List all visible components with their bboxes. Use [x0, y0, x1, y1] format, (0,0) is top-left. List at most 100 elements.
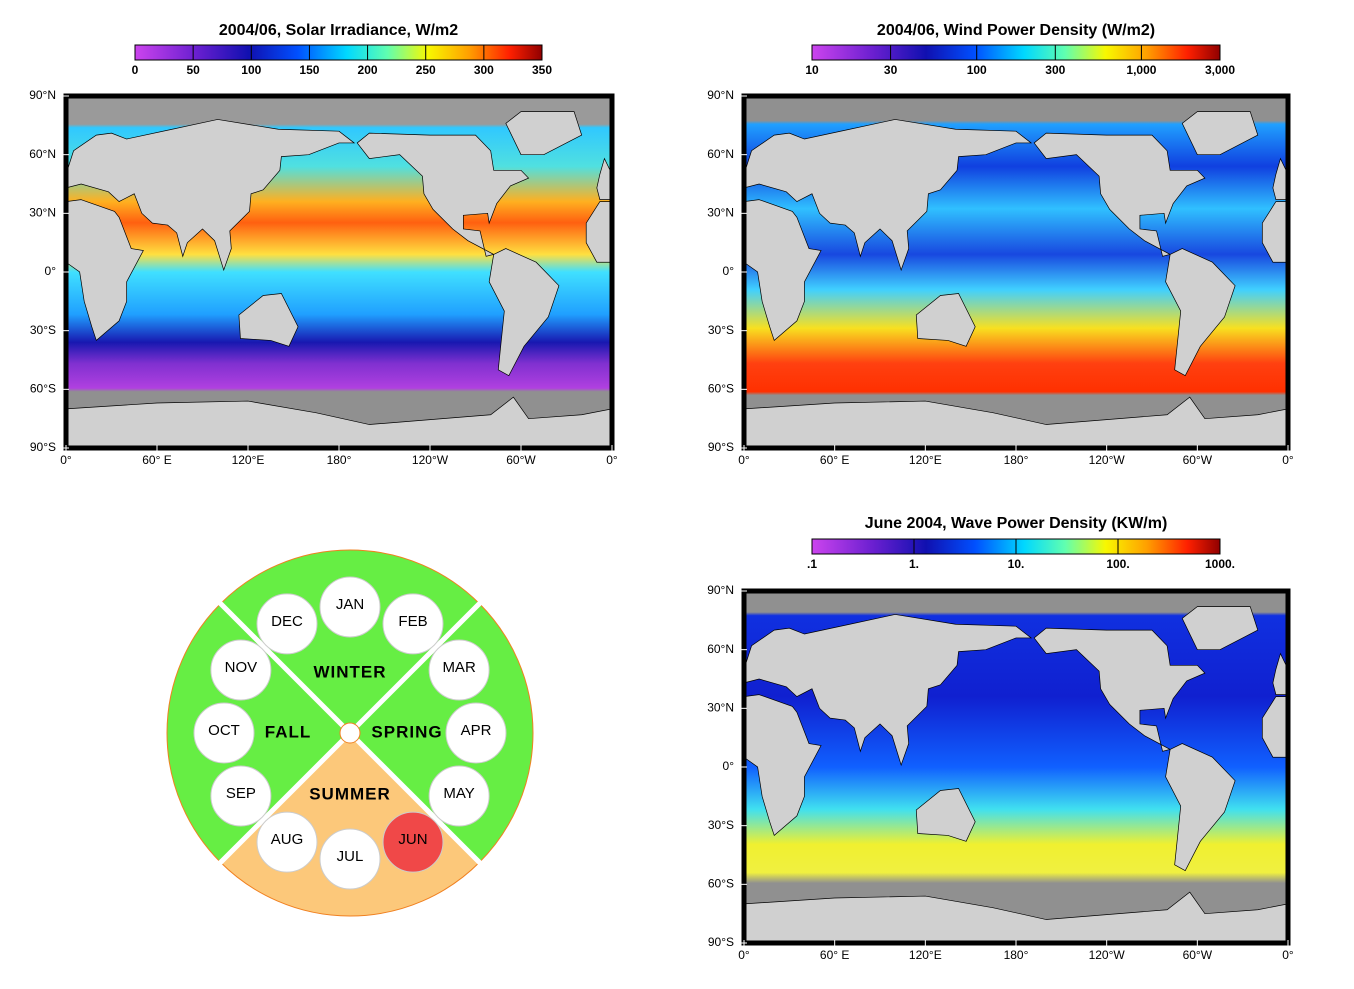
y-tick-label: 90°N [707, 88, 734, 102]
month-button [193, 702, 255, 764]
y-tick-label: 90°N [29, 88, 56, 102]
colorbar-tick-label: 10. [1008, 557, 1025, 571]
land [1165, 248, 1236, 377]
land [1272, 157, 1288, 200]
x-tick-label: 60°W [1183, 948, 1213, 962]
land [744, 614, 1033, 767]
y-tick-label: 30°N [707, 206, 734, 220]
y-tick-label: 60°S [708, 382, 734, 396]
y-tick-label: 60°N [707, 642, 734, 656]
land [1272, 652, 1288, 695]
x-tick-label: 60° E [820, 948, 849, 962]
land [356, 132, 530, 257]
land [744, 891, 1288, 943]
land [744, 396, 1288, 448]
x-tick-label: 120°W [1089, 453, 1126, 467]
x-tick-label: 0° [606, 453, 618, 467]
month-button [445, 702, 507, 764]
map-title: 2004/06, Wind Power Density (W/m2) [877, 22, 1155, 39]
colorbar-tick-label: 250 [416, 63, 436, 77]
y-tick-label: 30°S [30, 323, 56, 337]
y-tick-label: 0° [723, 759, 735, 773]
x-tick-label: 120°W [412, 453, 449, 467]
land [66, 119, 356, 272]
month-label: JUL [337, 848, 364, 865]
x-tick-label: 0° [738, 948, 750, 962]
land [1181, 111, 1259, 156]
month-label: SEP [226, 785, 256, 802]
land [488, 248, 560, 377]
month-label: MAR [442, 659, 476, 676]
land [744, 694, 822, 837]
season-label: FALL [265, 722, 312, 741]
x-tick-label: 120°E [232, 453, 265, 467]
x-tick-label: 60° E [820, 453, 849, 467]
month-button [428, 639, 490, 701]
land [1033, 627, 1206, 752]
map-body [66, 96, 612, 448]
y-tick-label: 30°S [708, 323, 734, 337]
month-button [256, 811, 318, 873]
season-label: SPRING [371, 722, 442, 741]
map-body [744, 96, 1288, 448]
month-label: JUN [398, 831, 427, 848]
month-button [256, 593, 318, 655]
y-tick-label: 30°N [29, 206, 56, 220]
colorbar-tick-label: 350 [532, 63, 552, 77]
colorbar-tick-label: 30 [884, 63, 898, 77]
colorbar-tick-label: 100. [1106, 557, 1129, 571]
colorbar-tick-label: 0 [132, 63, 139, 77]
colorbar-tick-label: .1 [807, 557, 817, 571]
season-label: SUMMER [309, 784, 391, 803]
month-label: AUG [271, 831, 304, 848]
y-tick-label: 90°S [708, 440, 734, 454]
month-label: NOV [225, 659, 258, 676]
x-tick-label: 120°W [1089, 948, 1126, 962]
colorbar-tick-label: 50 [186, 63, 200, 77]
month-label: JAN [336, 596, 364, 613]
month-button [210, 765, 272, 827]
y-tick-label: 30°S [708, 818, 734, 832]
colorbar-tick-label: 200 [358, 63, 378, 77]
land [744, 119, 1033, 272]
y-tick-label: 60°S [708, 877, 734, 891]
x-tick-label: 60°W [1183, 453, 1213, 467]
map-body [744, 591, 1288, 943]
x-tick-label: 60°W [506, 453, 536, 467]
y-tick-label: 90°S [30, 440, 56, 454]
land [1181, 606, 1259, 651]
y-tick-label: 0° [723, 264, 735, 278]
colorbar [134, 44, 543, 61]
colorbar-tick-label: 3,000 [1205, 63, 1235, 77]
x-tick-label: 180° [1004, 948, 1029, 962]
colorbar [811, 44, 1221, 61]
colorbar-tick-label: 300 [1045, 63, 1065, 77]
colorbar-tick-label: 150 [299, 63, 319, 77]
wheel-hub [339, 722, 361, 744]
x-tick-label: 120°E [909, 453, 942, 467]
x-tick-label: 0° [60, 453, 72, 467]
x-tick-label: 0° [1282, 453, 1294, 467]
colorbar-tick-label: 1000. [1205, 557, 1235, 571]
land [1261, 696, 1288, 758]
colorbar-tick-label: 100 [967, 63, 987, 77]
x-tick-label: 180° [327, 453, 352, 467]
month-label: DEC [271, 613, 303, 630]
colorbar-tick-label: 100 [241, 63, 261, 77]
map-title: 2004/06, Solar Irradiance, W/m2 [219, 22, 458, 39]
x-tick-label: 0° [738, 453, 750, 467]
land [1261, 201, 1288, 263]
x-tick-label: 0° [1282, 948, 1294, 962]
month-label: MAY [443, 785, 474, 802]
land [585, 201, 612, 263]
month-label: FEB [398, 613, 427, 630]
y-tick-label: 60°N [707, 147, 734, 161]
land [66, 199, 144, 342]
y-tick-label: 90°S [708, 935, 734, 949]
y-tick-label: 90°N [707, 583, 734, 597]
month-label: OCT [208, 722, 240, 739]
land [915, 293, 976, 347]
season-label: WINTER [313, 662, 386, 681]
x-tick-label: 120°E [909, 948, 942, 962]
